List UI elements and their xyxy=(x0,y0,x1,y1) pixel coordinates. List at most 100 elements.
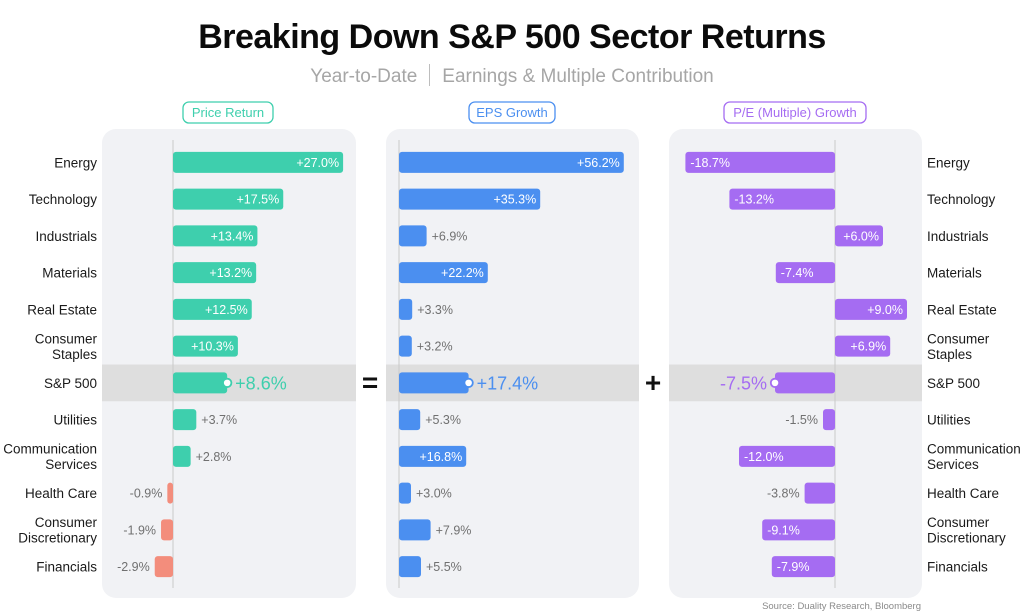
bar-p-e-multiple-growth-industrials xyxy=(835,225,883,247)
bar-price-return-health-care xyxy=(167,482,173,504)
bar-eps-growth-energy xyxy=(399,151,624,173)
bar-price-return-technology xyxy=(173,188,284,210)
row-label-line: Technology xyxy=(927,192,996,207)
row-label-line: Health Care xyxy=(927,486,999,501)
subtitle-divider xyxy=(429,64,431,86)
value-label-eps-growth-s-p-500: +17.4% xyxy=(477,373,539,393)
row-label-left-energy: Energy xyxy=(54,155,97,170)
plus-operator: + xyxy=(645,367,661,398)
bar-eps-growth-financials xyxy=(399,556,421,578)
value-label-price-return-health-care: -0.9% xyxy=(130,487,163,501)
value-label-eps-growth-real-estate: +3.3% xyxy=(417,303,453,317)
row-label-line: Utilities xyxy=(927,413,971,428)
row-label-line: Materials xyxy=(927,266,982,281)
row-label-line: Materials xyxy=(42,266,97,281)
chart-subtitle: Year-to-Date Earnings & Multiple Contribu… xyxy=(0,64,1024,88)
endpoint-marker xyxy=(222,377,233,388)
row-label-line: S&P 500 xyxy=(927,376,980,391)
row-label-line: Communication xyxy=(927,442,1021,457)
row-label-line: Consumer xyxy=(927,515,990,530)
endpoint-marker xyxy=(463,377,474,388)
value-label-eps-growth-communication-services: +16.8% xyxy=(419,450,462,464)
row-label-right-consumer-staples: Consumer Staples xyxy=(927,331,990,362)
row-label-line: Real Estate xyxy=(27,302,97,317)
row-label-left-technology: Technology xyxy=(29,192,98,207)
bar-price-return-consumer-discretionary xyxy=(161,519,173,541)
row-label-line: S&P 500 xyxy=(44,376,97,391)
panel-background xyxy=(102,129,356,598)
value-label-eps-growth-materials: +22.2% xyxy=(441,266,484,280)
value-label-p-e-multiple-growth-communication-services: -12.0% xyxy=(744,450,784,464)
subtitle-period: Year-to-Date xyxy=(310,66,418,87)
row-label-left-industrials: Industrials xyxy=(35,229,97,244)
value-label-p-e-multiple-growth-financials: -7.9% xyxy=(777,560,810,574)
bar-price-return-industrials xyxy=(173,225,258,247)
bar-price-return-communication-services xyxy=(173,445,191,467)
bar-price-return-s-p-500 xyxy=(173,372,228,394)
row-label-left-real-estate: Real Estate xyxy=(27,302,97,317)
value-label-price-return-communication-services: +2.8% xyxy=(196,450,232,464)
row-label-right-real-estate: Real Estate xyxy=(927,302,997,317)
value-label-p-e-multiple-growth-consumer-discretionary: -9.1% xyxy=(767,523,800,537)
row-label-right-utilities: Utilities xyxy=(927,413,971,428)
panel-header-eps-growth: EPS Growth xyxy=(468,101,556,124)
row-label-right-consumer-discretionary: Consumer Discretionary xyxy=(927,515,1006,546)
bar-price-return-materials xyxy=(173,262,257,284)
value-label-price-return-consumer-discretionary: -1.9% xyxy=(123,523,156,537)
bar-eps-growth-s-p-500 xyxy=(399,372,469,394)
value-label-eps-growth-health-care: +3.0% xyxy=(416,487,452,501)
row-label-right-s-p-500: S&P 500 xyxy=(927,376,980,391)
value-label-p-e-multiple-growth-real-estate: +9.0% xyxy=(867,303,903,317)
source-note: Source: Duality Research, Bloomberg xyxy=(762,601,921,612)
bar-p-e-multiple-growth-technology xyxy=(729,188,835,210)
value-label-p-e-multiple-growth-materials: -7.4% xyxy=(781,266,814,280)
bar-eps-growth-communication-services xyxy=(399,445,467,467)
value-label-eps-growth-utilities: +5.3% xyxy=(425,413,461,427)
value-label-price-return-industrials: +13.4% xyxy=(211,229,254,243)
row-label-line: Utilities xyxy=(53,413,97,428)
value-label-price-return-energy: +27.0% xyxy=(296,156,339,170)
panel-header-pill xyxy=(723,101,867,124)
row-label-line: Services xyxy=(45,457,97,472)
row-label-line: Services xyxy=(927,457,979,472)
value-label-p-e-multiple-growth-health-care: -3.8% xyxy=(767,487,800,501)
bar-p-e-multiple-growth-s-p-500 xyxy=(775,372,835,394)
row-label-line: Health Care xyxy=(25,486,97,501)
row-label-line: Technology xyxy=(29,192,98,207)
bar-eps-growth-utilities xyxy=(399,409,421,431)
bar-p-e-multiple-growth-materials xyxy=(775,262,835,284)
bar-p-e-multiple-growth-real-estate xyxy=(835,298,907,320)
chart-title: Breaking Down S&P 500 Sector Returns xyxy=(198,18,826,56)
row-label-left-financials: Financials xyxy=(36,560,97,575)
equals-operator: = xyxy=(362,367,378,398)
bar-price-return-consumer-staples xyxy=(173,335,238,357)
row-label-left-consumer-staples: Consumer Staples xyxy=(35,331,98,362)
value-label-eps-growth-consumer-discretionary: +7.9% xyxy=(436,523,472,537)
value-label-eps-growth-energy: +56.2% xyxy=(577,156,620,170)
value-label-p-e-multiple-growth-technology: -13.2% xyxy=(734,193,774,207)
row-label-line: Energy xyxy=(54,155,97,170)
row-label-left-communication-services: Communication Services xyxy=(3,442,97,473)
panel-header-price-return: Price Return xyxy=(182,101,274,124)
value-label-price-return-financials: -2.9% xyxy=(117,560,150,574)
row-label-line: Consumer xyxy=(35,331,98,346)
bar-eps-growth-materials xyxy=(399,262,488,284)
value-label-eps-growth-financials: +5.5% xyxy=(426,560,462,574)
row-label-line: Industrials xyxy=(927,229,989,244)
row-label-line: Discretionary xyxy=(927,531,1006,546)
bar-eps-growth-real-estate xyxy=(399,298,413,320)
row-label-line: Industrials xyxy=(35,229,97,244)
row-label-line: Staples xyxy=(52,347,97,362)
value-label-eps-growth-consumer-staples: +3.2% xyxy=(417,340,453,354)
row-label-line: Staples xyxy=(927,347,972,362)
row-label-line: Consumer xyxy=(927,331,990,346)
value-label-eps-growth-industrials: +6.9% xyxy=(432,229,468,243)
bar-p-e-multiple-growth-utilities xyxy=(823,409,835,431)
row-label-line: Real Estate xyxy=(927,302,997,317)
row-label-right-technology: Technology xyxy=(927,192,996,207)
row-label-left-consumer-discretionary: Consumer Discretionary xyxy=(18,515,97,546)
bar-eps-growth-consumer-discretionary xyxy=(399,519,431,541)
row-label-left-materials: Materials xyxy=(42,266,97,281)
row-label-right-health-care: Health Care xyxy=(927,486,999,501)
